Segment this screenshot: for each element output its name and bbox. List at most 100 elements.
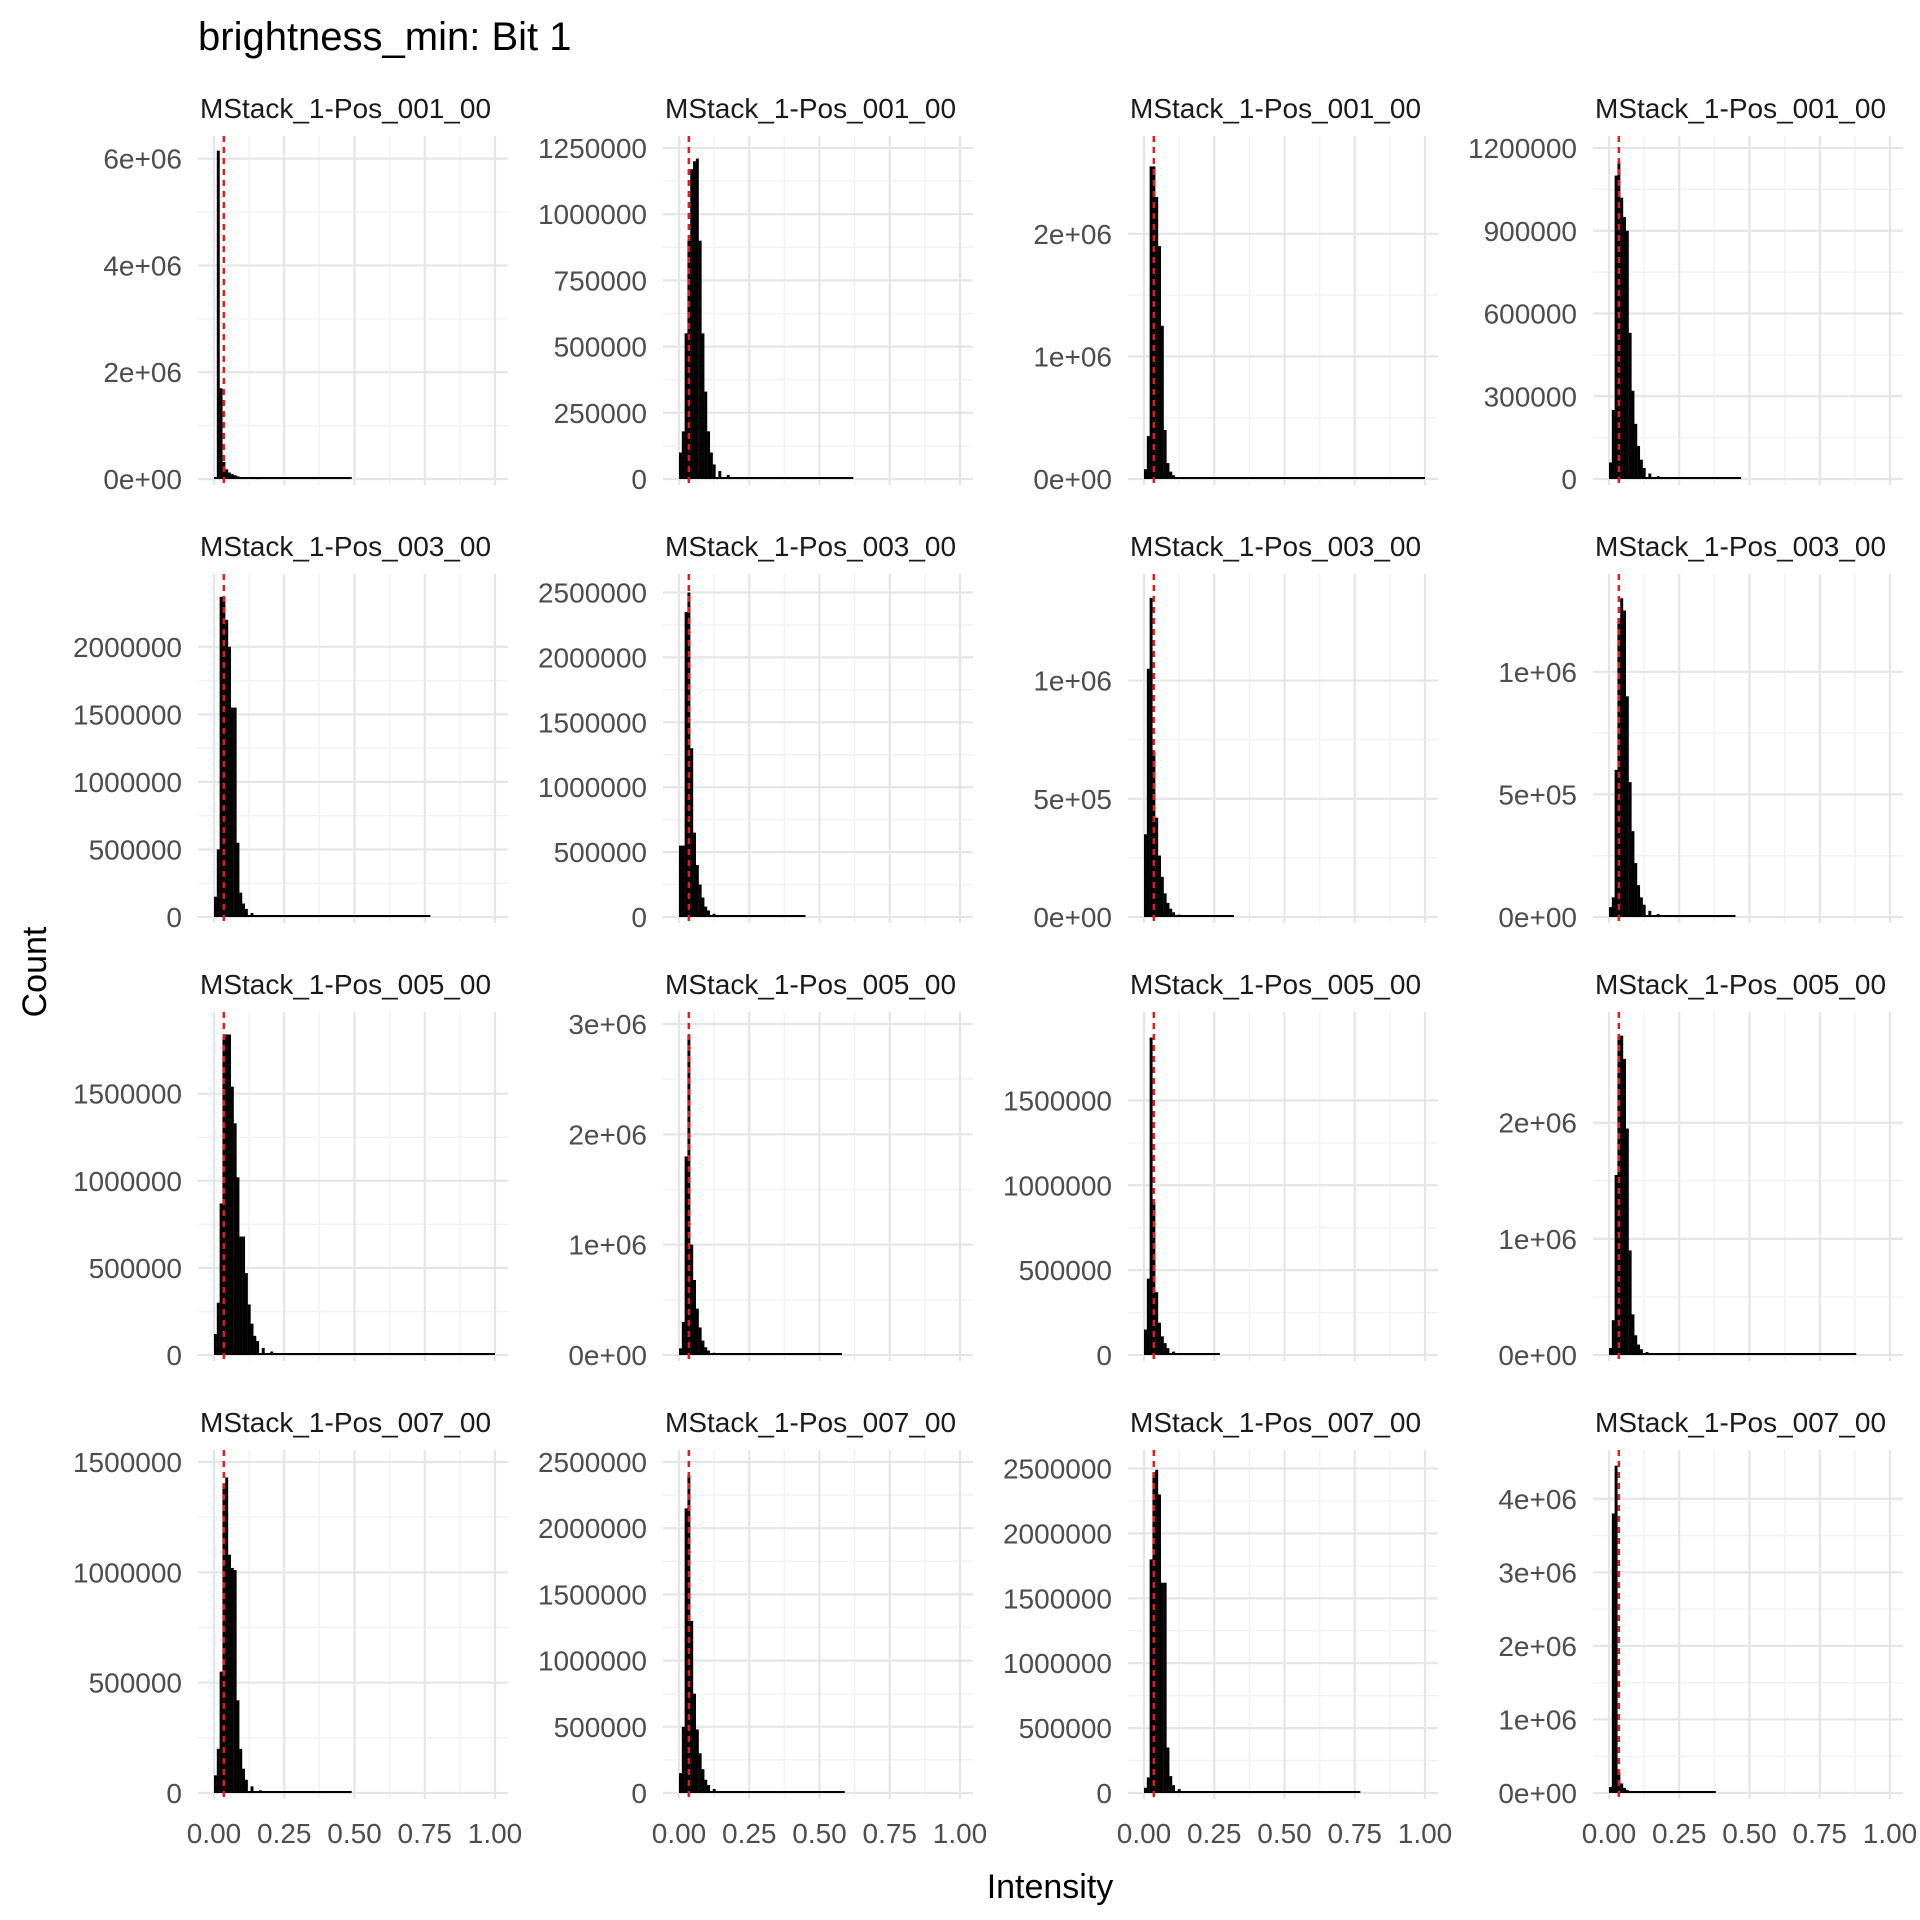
y-tick-label: 0 [1561,464,1577,495]
x-tick-label: 0.00 [1582,1818,1637,1849]
histogram-bar [244,1273,248,1355]
histogram-bar [1177,1789,1181,1793]
histogram-bar [1163,1343,1167,1355]
histogram-bar [1158,855,1162,917]
histogram-bar [250,1786,254,1793]
histogram-bar [228,472,232,479]
histogram-bar [230,1086,234,1355]
histogram-bar [1611,410,1615,479]
histogram-bar [1645,1352,1649,1355]
histogram-bar [1637,1344,1641,1355]
panel-strip-label: MStack_1-Pos_003_00 [1595,531,1886,562]
y-tick-label: 900000 [1484,216,1577,247]
histogram-bar [684,1156,688,1355]
histogram-bar [244,1779,248,1793]
histogram-bar [233,707,237,917]
histogram-bar [1144,469,1147,479]
histogram-bar [1639,459,1643,479]
y-tick-label: 1e+06 [1498,1224,1577,1255]
x-tick-label: 0.50 [792,1818,847,1849]
histogram-bar [698,1327,702,1355]
histogram-bar [1611,897,1615,917]
y-tick-label: 0e+00 [568,1340,647,1371]
histogram-bar [1177,914,1181,917]
facet-panel: 0e+00 1e+06 2e+06 3e+06 4e+06 MStack_1-Pos_00… [1498,1407,1917,1849]
histogram-bar [1160,1582,1164,1793]
histogram-bar [684,1508,688,1793]
y-tick-label: 2e+06 [568,1119,647,1150]
histogram-bar [1614,769,1618,917]
histogram-bar [1617,617,1621,917]
panel-strip-label: MStack_1-Pos_001_00 [200,93,491,124]
histogram-bar [1172,1351,1176,1355]
histogram-bar [1628,782,1632,917]
y-tick-label: 1000000 [73,767,182,798]
histogram-bar [1614,175,1618,480]
histogram-bar [1639,897,1643,917]
histogram-bar [258,914,262,917]
histogram-bar [258,1790,262,1793]
histogram-bar [225,1034,229,1355]
histogram-bar [1144,1787,1147,1793]
panel-strip-label: MStack_1-Pos_005_00 [665,969,956,1000]
facet-panel: 0e+00 1e+06 2e+06 MStack_1-Pos_001_00 [1033,93,1438,495]
y-tick-label: 500000 [1019,1713,1112,1744]
histogram-bar [695,1308,699,1355]
histogram-bar [1146,1278,1150,1355]
x-tick-label: 0.25 [722,1818,777,1849]
y-tick-label: 600000 [1484,299,1577,330]
facet-panel: 0 500000 1000000 1500000 2000000 2500000 MStac… [538,531,973,933]
y-tick-label: 1500000 [1003,1583,1112,1614]
panel-strip-label: MStack_1-Pos_007_00 [665,1407,956,1438]
histogram-bar [242,477,246,479]
histogram-bar [1642,904,1646,917]
histogram-bar [1160,1336,1164,1355]
x-tick-label: 1.00 [468,1818,523,1849]
histogram-bar [219,388,223,479]
y-tick-label: 0e+00 [1498,1340,1577,1371]
histogram-bar [284,1353,288,1355]
panel-strip-label: MStack_1-Pos_007_00 [200,1407,491,1438]
histogram-bar [247,478,251,479]
histogram-bar [1177,477,1181,479]
histogram-bar [712,1352,716,1355]
x-axis-label: Intensity [987,1868,1114,1906]
histogram-bar [1614,1465,1618,1793]
x-tick-label: 0.25 [1652,1818,1707,1849]
y-tick-label: 1e+06 [1033,341,1112,372]
histogram-bar [256,1341,260,1355]
histogram-bar [1617,1035,1621,1355]
facet-panel: 0 500000 1000000 1500000 MStack_1-Pos_005_00 [73,969,508,1371]
histogram-bar [1625,230,1629,479]
histogram-bar [690,1244,694,1355]
histogram-bar [693,161,697,480]
histogram-bar [679,1348,682,1355]
y-tick-label: 5e+05 [1033,784,1112,815]
x-tick-label: 1.00 [1863,1818,1918,1849]
histogram-bar [1144,1329,1147,1355]
histogram-bar [225,619,229,917]
y-tick-label: 250000 [554,398,647,429]
facet-panel: 0 250000 500000 750000 1000000 1250000 MStack_… [538,93,973,495]
histogram-bar [684,333,688,479]
histogram-bar [687,1475,691,1793]
histogram-bar [1172,475,1176,479]
histogram-bar [1149,166,1153,479]
histogram-bar [1166,1747,1170,1793]
facet-panel: 0e+00 5e+05 1e+06 MStack_1-Pos_003_00 [1498,531,1903,933]
histogram-bar [1155,197,1159,479]
histogram-bar [1628,332,1632,479]
histogram-bar [695,1729,699,1793]
histogram-bar [698,1753,702,1793]
histogram-bar [721,1354,725,1355]
histogram-bar [216,150,220,479]
y-tick-label: 1500000 [538,707,647,738]
histogram-bar [219,1671,223,1793]
facet-panel: 0 500000 1000000 1500000 MStack_1-Pos_007_00… [73,1407,522,1849]
histogram-bar [242,1768,246,1793]
histogram-bar [1152,1472,1156,1793]
y-tick-label: 0e+00 [1498,902,1577,933]
y-tick-label: 500000 [554,837,647,868]
histogram-bar [704,1779,708,1793]
panel-strip-label: MStack_1-Pos_003_00 [200,531,491,562]
